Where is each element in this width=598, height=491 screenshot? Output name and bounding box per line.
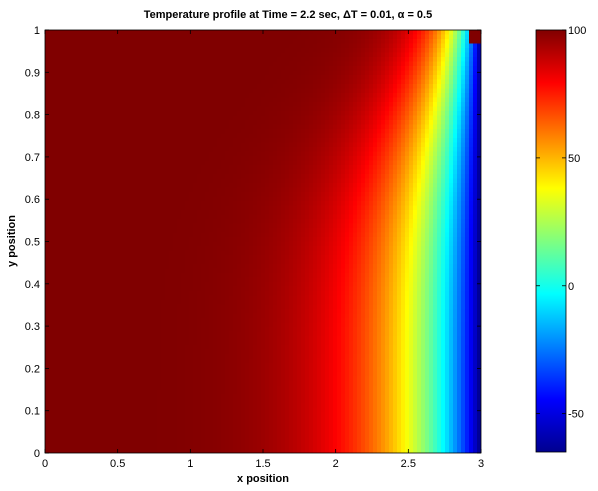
y-axis-label: y position [6, 215, 18, 267]
y-tick-label: 0.6 [25, 194, 40, 206]
x-tick-label: 0 [42, 458, 48, 470]
y-tick-label: 0.1 [25, 406, 40, 418]
x-tick-label: 2 [333, 458, 339, 470]
x-axis-label: x position [237, 473, 289, 485]
colorbar-tick-label: 100 [568, 25, 586, 37]
y-tick-label: 0 [34, 448, 40, 460]
y-tick-label: 1 [34, 25, 40, 37]
colorbar-tick-label: -50 [568, 409, 584, 421]
y-tick-label: 0.7 [25, 152, 40, 164]
y-tick-label: 0.4 [25, 279, 40, 291]
x-tick-label: 2.5 [401, 458, 416, 470]
colorbar-tick-label: 0 [568, 281, 574, 293]
y-axis-ticks: 0 0.1 0.2 0.3 0.4 0.5 0.6 0.7 0.8 0.9 1 [25, 25, 481, 460]
chart-title: Temperature profile at Time = 2.2 sec, Δ… [144, 9, 432, 21]
x-tick-label: 1.5 [255, 458, 270, 470]
colorbar-tick-label: 50 [568, 153, 580, 165]
x-tick-label: 0.5 [110, 458, 125, 470]
y-tick-label: 0.5 [25, 237, 40, 249]
x-axis-ticks: 0 0.5 1 1.5 2 2.5 3 [42, 30, 484, 470]
temperature-field [45, 30, 481, 453]
y-tick-label: 0.2 [25, 363, 40, 375]
x-tick-label: 1 [187, 458, 193, 470]
y-tick-label: 0.9 [25, 67, 40, 79]
colorbar [535, 29, 567, 453]
y-tick-label: 0.3 [25, 321, 40, 333]
y-tick-label: 0.8 [25, 110, 40, 122]
x-tick-label: 3 [478, 458, 484, 470]
colorbar-ticks: 100 50 0 -50 [536, 25, 586, 421]
